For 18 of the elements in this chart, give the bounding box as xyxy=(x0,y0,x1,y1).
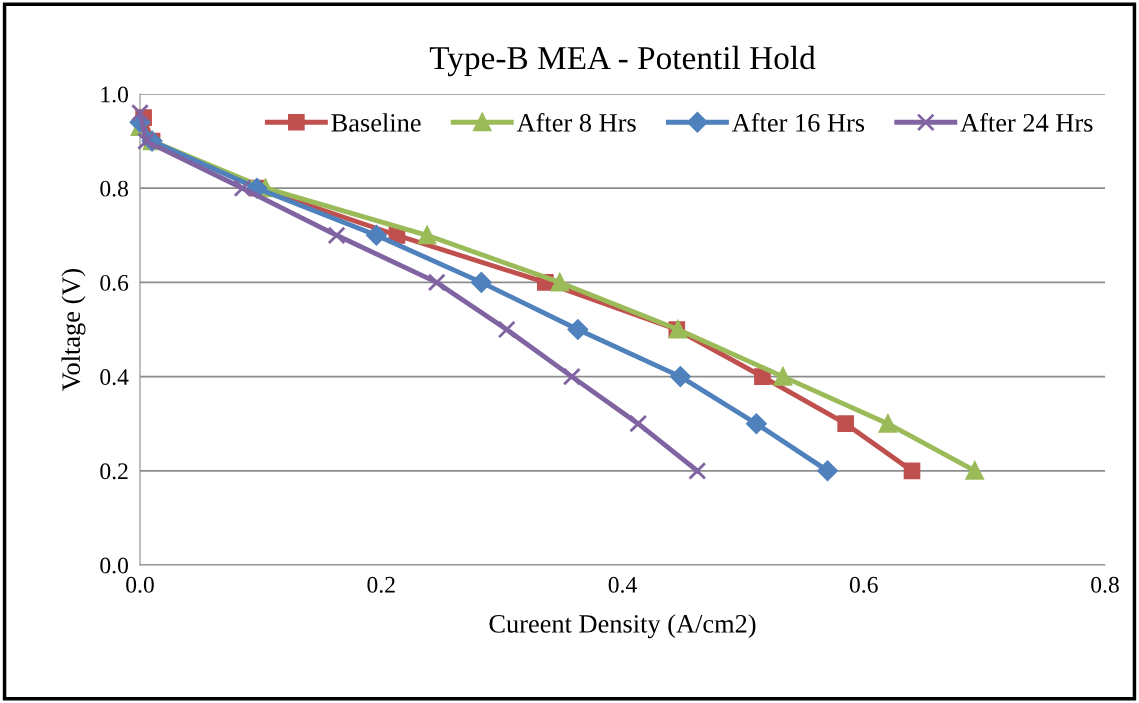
legend-label: Baseline xyxy=(331,113,421,132)
legend-label: After 16 Hrs xyxy=(731,112,865,132)
y-tick-label: 1.0 xyxy=(101,86,128,103)
y-tick-label: 0.0 xyxy=(100,557,128,574)
x-tick-label: 0.0 xyxy=(126,576,154,593)
legend-label: After 8 Hrs xyxy=(516,112,636,132)
y-tick-label: 0.6 xyxy=(100,274,129,291)
y-tick-label: 0.4 xyxy=(100,369,129,386)
x-tick-label: 0.8 xyxy=(1091,576,1119,593)
x-tick-label: 0.6 xyxy=(849,576,878,593)
x-axis-title: Cureent Density (A/cm2) xyxy=(489,614,756,639)
y-tick-label: 0.8 xyxy=(100,180,128,197)
y-axis-title: Voltage (V) xyxy=(61,268,86,391)
y-tick-label: 0.2 xyxy=(100,463,128,480)
chart-title: Type-B MEA - Potentil Hold xyxy=(429,45,816,77)
legend-label: After 24 Hrs xyxy=(960,112,1093,132)
x-tick-label: 0.2 xyxy=(367,576,395,593)
x-tick-label: 0.4 xyxy=(608,576,637,593)
